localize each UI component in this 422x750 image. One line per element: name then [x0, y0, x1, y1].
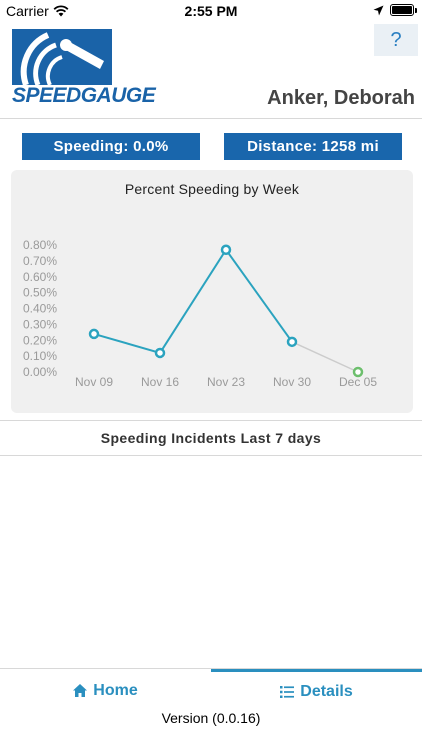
chart-divider	[0, 420, 422, 421]
y-tick-label: 0.20%	[23, 333, 57, 347]
speeding-chart-card: Percent Speeding by Week 0.00% 0.10% 0.20%…	[11, 170, 413, 413]
user-name: Anker, Deborah	[267, 87, 415, 109]
tab-home[interactable]: Home	[0, 669, 211, 712]
y-tick-label: 0.10%	[23, 349, 57, 363]
x-tick-label: Nov 09	[75, 375, 113, 389]
speeding-line-chart: 0.00% 0.10% 0.20% 0.30%0.40% 0.50% 0.60% 0.70%…	[23, 238, 377, 389]
x-tick-label: Nov 30	[273, 375, 311, 389]
y-tick-label: 0.60%	[23, 270, 57, 284]
header-divider	[0, 118, 422, 119]
battery-icon	[390, 4, 417, 16]
wifi-icon	[53, 5, 69, 17]
gauge-icon	[12, 29, 112, 86]
status-right	[373, 4, 417, 16]
location-arrow-icon	[373, 5, 384, 15]
carrier-label: Carrier	[6, 3, 49, 19]
series-line-segment	[159, 249, 227, 354]
incidents-divider	[0, 455, 422, 456]
x-tick-label: Nov 23	[207, 375, 245, 389]
y-tick-label: 0.80%	[23, 238, 57, 252]
data-point[interactable]	[286, 336, 298, 348]
series-line-segment	[225, 249, 293, 343]
series-line-segment	[93, 332, 161, 354]
speeding-badge: Speeding: 0.0%	[22, 133, 200, 160]
series-line-segment	[291, 341, 359, 373]
incidents-title: Speeding Incidents Last 7 days	[100, 430, 322, 446]
status-bar: Carrier 2:55 PM	[0, 0, 422, 22]
tab-bar: Home Details	[0, 668, 422, 712]
data-point[interactable]	[154, 347, 166, 359]
status-left: Carrier	[6, 3, 69, 19]
clock: 2:55 PM	[184, 3, 238, 19]
tab-details[interactable]: Details	[211, 669, 422, 712]
chart-title: Percent Speeding by Week	[124, 181, 300, 197]
x-tick-label: Nov 16	[141, 375, 179, 389]
home-icon	[73, 684, 88, 697]
y-tick-label: 0.70%	[23, 254, 57, 268]
tab-home-label: Home	[93, 681, 138, 699]
data-point[interactable]	[88, 328, 100, 340]
version-label: Version (0.0.16)	[161, 710, 261, 726]
data-point[interactable]	[352, 366, 364, 378]
list-icon	[280, 686, 295, 698]
y-tick-label: 0.50%	[23, 286, 57, 300]
tab-details-label: Details	[300, 683, 353, 700]
data-point[interactable]	[220, 244, 232, 256]
speedgauge-logo: SPEEDGAUGE	[12, 29, 156, 109]
y-tick-label: 0.40%	[23, 302, 57, 316]
help-button[interactable]: ?	[374, 24, 418, 56]
logo-text: SPEEDGAUGE	[12, 84, 156, 107]
y-tick-label: 0.00%	[23, 365, 57, 379]
x-tick-label: Dec 05	[339, 375, 377, 389]
distance-badge: Distance: 1258 mi	[224, 133, 402, 160]
y-tick-label: 0.30%	[23, 317, 57, 331]
